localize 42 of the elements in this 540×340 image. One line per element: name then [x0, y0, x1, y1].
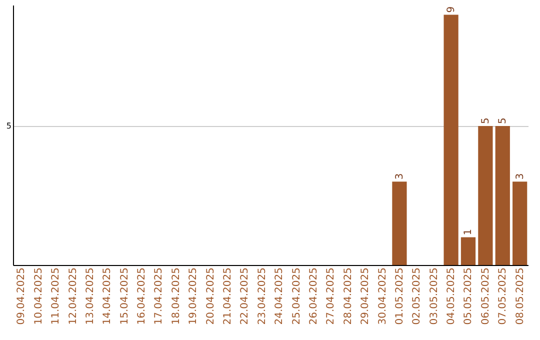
- x-tick-label: 28.04.2025: [342, 268, 354, 325]
- data-label: 9: [446, 6, 458, 13]
- x-tick-label: 26.04.2025: [308, 268, 320, 325]
- x-tick-label: 13.04.2025: [84, 268, 96, 325]
- data-label: 3: [394, 173, 406, 180]
- x-tick-label: 01.05.2025: [394, 268, 406, 325]
- x-tick-label: 29.04.2025: [360, 268, 372, 325]
- x-tick-label: 03.05.2025: [428, 268, 440, 325]
- x-tick-label: 06.05.2025: [480, 268, 492, 325]
- data-label: 5: [498, 118, 509, 124]
- x-tick-label: 14.04.2025: [102, 268, 114, 325]
- bar: [478, 126, 493, 265]
- x-tick-label: 10.04.2025: [33, 268, 44, 325]
- x-tick-label: 25.04.2025: [291, 268, 302, 325]
- bar: [392, 182, 407, 265]
- data-label: 3: [514, 173, 526, 180]
- data-label: 1: [463, 228, 474, 236]
- x-tick-label: 27.04.2025: [326, 268, 337, 325]
- x-tick-label: 23.04.2025: [256, 268, 268, 325]
- x-tick-label: 16.04.2025: [136, 268, 148, 325]
- x-tick-label: 07.05.2025: [498, 268, 509, 325]
- x-tick-label: 15.04.2025: [119, 268, 130, 325]
- x-tick-label: 21.04.2025: [222, 268, 234, 325]
- bar: [512, 182, 528, 265]
- x-tick-label: 30.04.2025: [377, 268, 388, 325]
- x-tick-label: 09.04.2025: [16, 268, 28, 325]
- x-tick-label: 18.04.2025: [170, 268, 182, 325]
- x-tick-label: 04.05.2025: [446, 268, 458, 325]
- x-tick-label: 08.05.2025: [514, 268, 526, 325]
- x-tick-label: 05.05.2025: [463, 268, 474, 325]
- bar: [460, 237, 476, 265]
- bar: [495, 126, 510, 265]
- x-tick-label: 17.04.2025: [154, 268, 165, 325]
- x-tick-label: 24.04.2025: [274, 268, 286, 325]
- x-tick-label: 12.04.2025: [68, 268, 79, 325]
- x-tick-label: 22.04.2025: [240, 268, 251, 325]
- x-tick-label: 19.04.2025: [188, 268, 200, 325]
- x-tick-label: 11.04.2025: [50, 268, 62, 325]
- x-tick-label: 20.04.2025: [205, 268, 216, 325]
- x-tick-label: 02.05.2025: [412, 268, 423, 325]
- data-label: 5: [480, 118, 492, 124]
- bar: [444, 14, 458, 265]
